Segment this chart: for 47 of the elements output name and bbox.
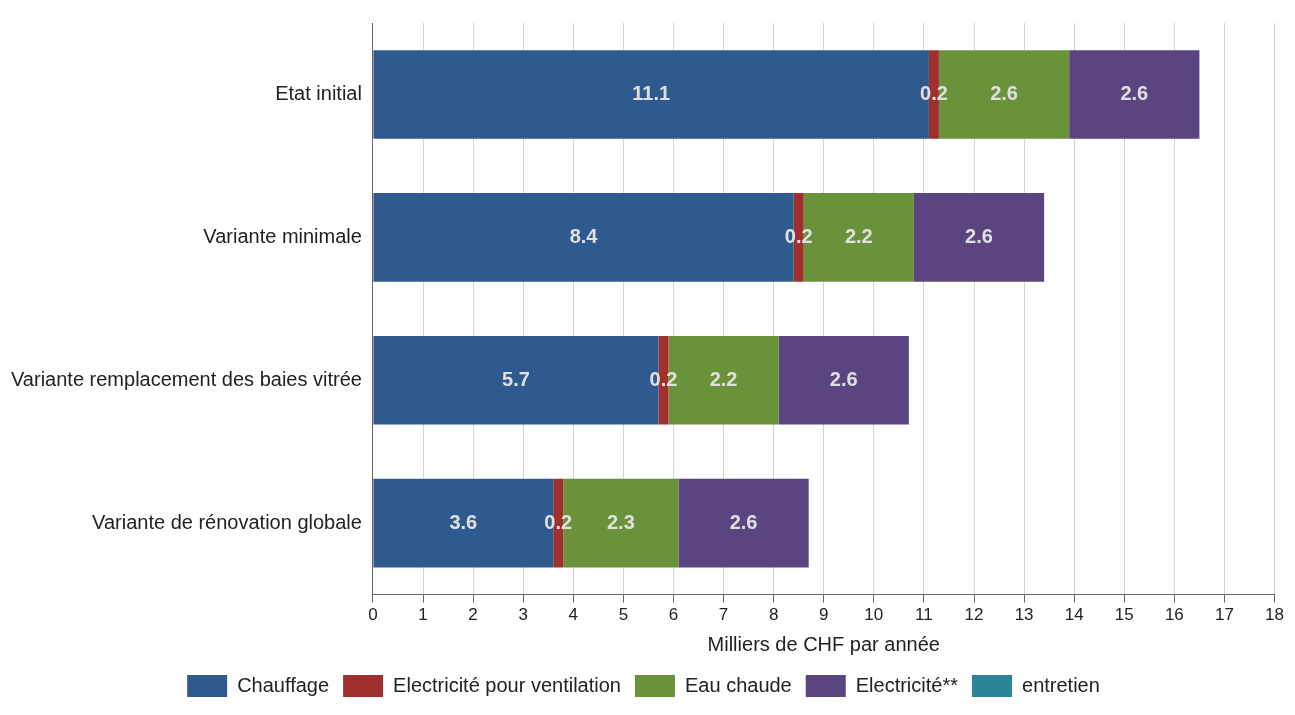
bar (778, 335, 909, 425)
x-tick-label: 15 (1114, 605, 1134, 625)
data-label: 8.4 (569, 224, 599, 247)
x-tick-label: 14 (1064, 605, 1084, 625)
x-tick-label: 10 (864, 605, 884, 625)
x-tick-label: 9 (819, 605, 829, 625)
x-tick-label: 0 (368, 605, 378, 625)
data-label: 0.2 (544, 510, 573, 533)
legend-label: entretien (1022, 673, 1100, 696)
data-label: 2.6 (729, 510, 758, 533)
data-label: 0.2 (649, 367, 678, 390)
x-tick-label: 17 (1214, 605, 1234, 625)
data-label: 3.6 (449, 510, 478, 533)
x-tick-label: 8 (768, 605, 779, 625)
data-label: 2.6 (990, 81, 1018, 104)
data-label: 5.7 (502, 367, 530, 390)
bar (913, 193, 1045, 282)
legend-label: Eau chaude (684, 673, 792, 696)
x-tick-label: 16 (1164, 605, 1184, 625)
y-tick-label: Variante minimale (203, 224, 362, 247)
x-tick-label: 3 (518, 605, 528, 625)
y-tick-label: Variante remplacement des baies vitrée (11, 367, 362, 390)
data-label: 11.1 (632, 81, 671, 104)
data-label: 2.2 (844, 224, 873, 247)
data-label: 2.2 (709, 367, 738, 390)
x-tick-label: 1 (418, 605, 428, 625)
x-axis-title: Milliers de CHF par année (707, 632, 940, 655)
bar (678, 478, 809, 568)
x-tick-label: 2 (468, 605, 478, 625)
x-tick-label: 5 (618, 605, 629, 625)
legend-label: Chauffage (237, 673, 330, 696)
x-tick-label: 18 (1265, 605, 1285, 625)
data-label: 2.6 (965, 224, 993, 247)
x-tick-label: 11 (915, 605, 933, 625)
x-tick-label: 13 (1014, 605, 1034, 625)
legend-label: Electricité** (855, 673, 959, 696)
x-tick-label: 12 (964, 605, 984, 625)
x-tick-label: 4 (568, 605, 579, 625)
data-label: 2.6 (829, 367, 858, 390)
bar (1069, 50, 1200, 139)
legend-label: Electricité pour ventilation (393, 673, 621, 696)
data-label: 2.6 (1120, 81, 1149, 104)
data-label: 2.3 (606, 510, 635, 533)
x-tick-label: 7 (718, 605, 729, 625)
y-tick-label: Etat initial (275, 81, 362, 104)
y-tick-label: Variante de rénovation globale (92, 510, 362, 533)
x-tick-label: 6 (668, 605, 679, 625)
